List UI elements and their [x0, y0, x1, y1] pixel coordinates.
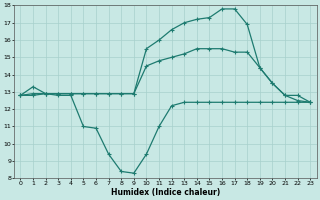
X-axis label: Humidex (Indice chaleur): Humidex (Indice chaleur)	[111, 188, 220, 197]
